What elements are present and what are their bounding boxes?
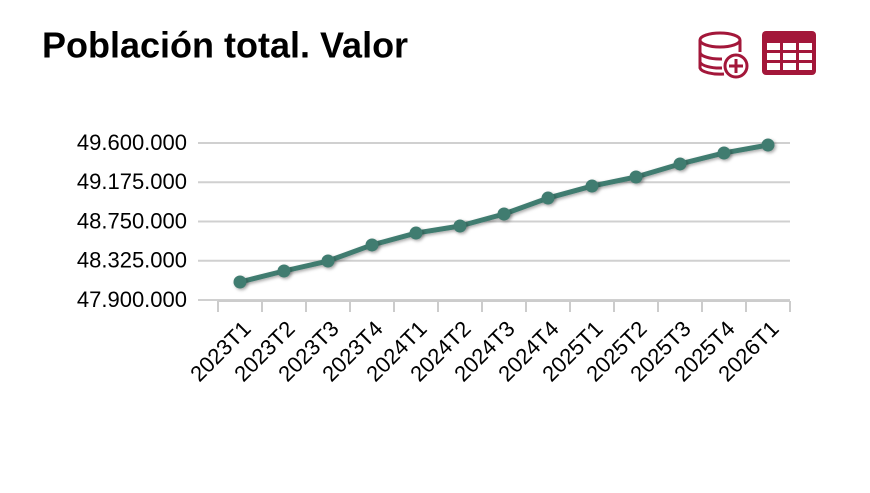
point — [409, 226, 423, 240]
point — [761, 138, 775, 152]
point — [629, 170, 643, 184]
point — [717, 146, 731, 160]
point — [453, 219, 467, 233]
y-tick-label: 49.175.000 — [77, 169, 187, 194]
y-tick-label: 48.750.000 — [77, 208, 187, 233]
database-add-icon[interactable] — [698, 31, 749, 79]
point — [233, 275, 247, 289]
point — [673, 157, 687, 171]
point — [497, 207, 511, 221]
y-tick-label: 48.325.000 — [77, 248, 187, 273]
point — [321, 254, 335, 268]
point — [541, 191, 555, 205]
point — [585, 179, 599, 193]
y-tick-label: 49.600.000 — [77, 130, 187, 155]
chart-title: Población total. Valor — [42, 25, 408, 66]
table-icon[interactable] — [762, 31, 816, 75]
point — [365, 238, 379, 252]
point — [277, 264, 291, 278]
y-tick-label: 47.900.000 — [77, 287, 187, 312]
